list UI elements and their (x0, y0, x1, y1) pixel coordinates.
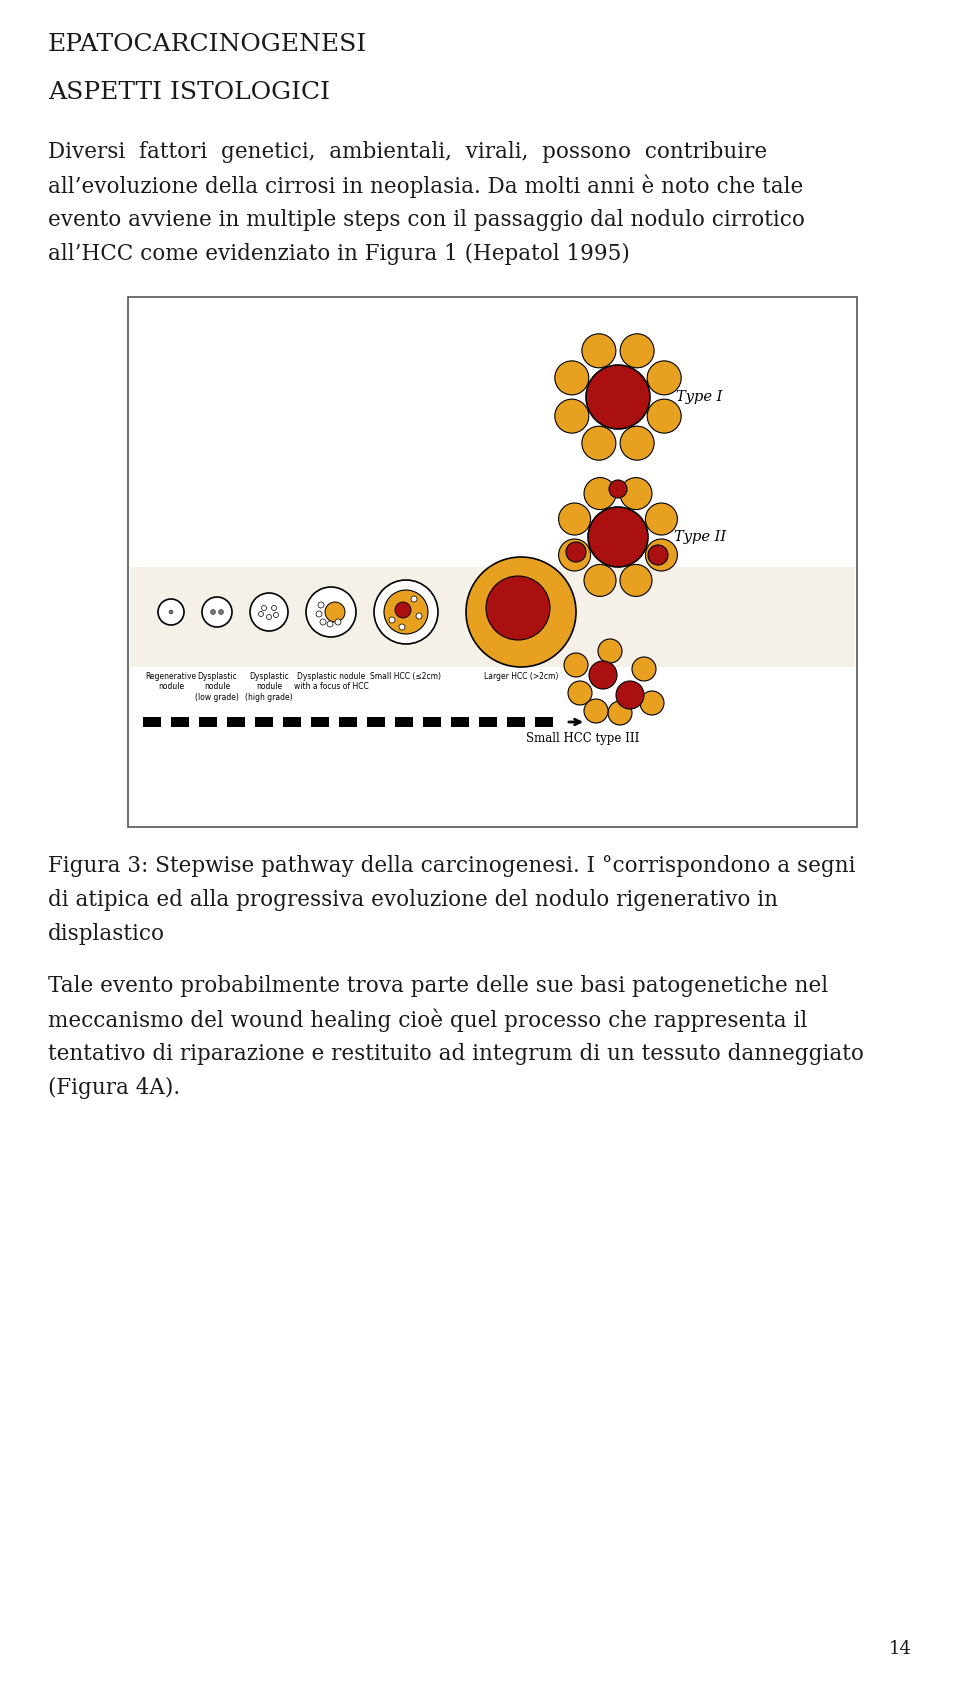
Circle shape (258, 611, 263, 616)
Text: Diversi  fattori  genetici,  ambientali,  virali,  possono  contribuire: Diversi fattori genetici, ambientali, vi… (48, 142, 767, 164)
Bar (227, 717, 245, 728)
Text: 14: 14 (889, 1641, 912, 1658)
Circle shape (399, 625, 405, 630)
Circle shape (620, 425, 654, 461)
Circle shape (620, 478, 652, 510)
Circle shape (466, 557, 576, 667)
Text: all’evoluzione della cirrosi in neoplasia. Da molti anni è noto che tale: all’evoluzione della cirrosi in neoplasi… (48, 176, 804, 199)
Text: tentativo di riparazione e restituito ad integrum di un tessuto danneggiato: tentativo di riparazione e restituito ad… (48, 1043, 864, 1065)
Circle shape (632, 657, 656, 680)
Text: Small HCC (≤2cm): Small HCC (≤2cm) (371, 672, 442, 680)
Circle shape (416, 613, 422, 619)
Text: Small HCC type III: Small HCC type III (526, 733, 639, 744)
Circle shape (318, 603, 324, 608)
Circle shape (306, 587, 356, 636)
Circle shape (647, 361, 682, 395)
Circle shape (384, 591, 428, 635)
Circle shape (564, 653, 588, 677)
Text: ASPETTI ISTOLOGICI: ASPETTI ISTOLOGICI (48, 81, 330, 105)
Text: all’HCC come evidenziato in Figura 1 (Hepatol 1995): all’HCC come evidenziato in Figura 1 (He… (48, 243, 630, 265)
Circle shape (250, 592, 288, 631)
Circle shape (586, 365, 650, 429)
Circle shape (486, 576, 550, 640)
Circle shape (645, 503, 678, 535)
Circle shape (559, 503, 590, 535)
Circle shape (169, 609, 173, 614)
Circle shape (320, 619, 326, 625)
Circle shape (616, 680, 644, 709)
Text: di atipica ed alla progressiva evoluzione del nodulo rigenerativo in: di atipica ed alla progressiva evoluzion… (48, 890, 778, 912)
Circle shape (261, 606, 267, 611)
Bar (423, 717, 441, 728)
Circle shape (267, 614, 272, 619)
Text: EPATOCARCINOGENESI: EPATOCARCINOGENESI (48, 34, 368, 56)
Text: Figura 3: Stepwise pathway della carcinogenesi. I °corrispondono a segni: Figura 3: Stepwise pathway della carcino… (48, 856, 855, 878)
Bar (367, 717, 385, 728)
Text: Tale evento probabilmente trova parte delle sue basi patogenetiche nel: Tale evento probabilmente trova parte de… (48, 976, 828, 998)
Circle shape (647, 398, 682, 434)
Text: evento avviene in multiple steps con il passaggio dal nodulo cirrotico: evento avviene in multiple steps con il … (48, 209, 804, 231)
Circle shape (582, 425, 616, 461)
Text: Dysplastic
nodule
(low grade): Dysplastic nodule (low grade) (195, 672, 239, 702)
Text: Regenerative
nodule: Regenerative nodule (145, 672, 197, 692)
Bar (507, 717, 525, 728)
Bar (535, 717, 553, 728)
Text: Larger HCC (>2cm): Larger HCC (>2cm) (484, 672, 558, 680)
Circle shape (389, 618, 395, 623)
Text: displastico: displastico (48, 923, 165, 945)
Circle shape (327, 621, 333, 626)
Circle shape (411, 596, 417, 603)
Circle shape (559, 538, 590, 571)
Circle shape (584, 699, 608, 722)
Bar (283, 717, 301, 728)
Circle shape (219, 609, 224, 614)
Circle shape (335, 619, 341, 625)
Text: Type II: Type II (674, 530, 726, 544)
Bar (128, 297, 857, 827)
Circle shape (640, 690, 664, 716)
Circle shape (202, 598, 232, 626)
Circle shape (645, 538, 678, 571)
Bar (395, 717, 413, 728)
Bar (451, 717, 469, 728)
Text: Dysplastic
nodule
(high grade): Dysplastic nodule (high grade) (245, 672, 293, 702)
Circle shape (620, 334, 654, 368)
Circle shape (620, 564, 652, 596)
Text: (Figura 4A).: (Figura 4A). (48, 1077, 180, 1099)
Circle shape (589, 662, 617, 689)
Circle shape (598, 640, 622, 663)
Circle shape (272, 606, 276, 611)
Circle shape (374, 581, 438, 645)
Circle shape (158, 599, 184, 625)
Circle shape (588, 506, 648, 567)
Bar (171, 717, 189, 728)
Circle shape (316, 611, 322, 618)
Circle shape (584, 564, 616, 596)
Circle shape (274, 613, 278, 618)
Bar (255, 717, 273, 728)
Circle shape (608, 701, 632, 726)
Circle shape (210, 609, 215, 614)
Circle shape (609, 479, 627, 498)
Circle shape (325, 603, 345, 621)
Bar (311, 717, 329, 728)
Text: meccanismo del wound healing cioè quel processo che rappresenta il: meccanismo del wound healing cioè quel p… (48, 1009, 807, 1033)
Bar (199, 717, 217, 728)
Bar (339, 717, 357, 728)
Circle shape (582, 334, 616, 368)
Circle shape (555, 361, 588, 395)
Bar (143, 717, 161, 728)
Circle shape (566, 542, 586, 562)
Circle shape (584, 478, 616, 510)
Bar (130, 567, 855, 667)
Circle shape (555, 398, 588, 434)
Circle shape (568, 680, 592, 706)
Circle shape (395, 603, 411, 618)
Circle shape (648, 545, 668, 565)
Text: Dysplastic nodule
with a focus of HCC: Dysplastic nodule with a focus of HCC (294, 672, 369, 692)
Bar (479, 717, 497, 728)
Text: Type I: Type I (676, 390, 722, 403)
